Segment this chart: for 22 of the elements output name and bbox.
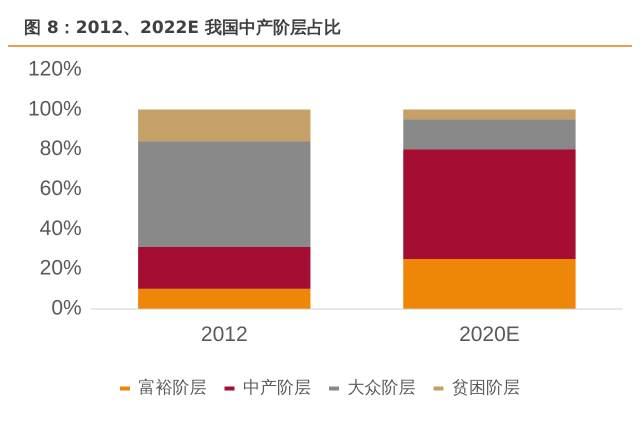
y-tick-label: 60% <box>40 176 82 200</box>
y-tick-label: 0% <box>51 296 82 320</box>
bar <box>403 258 576 309</box>
bar <box>138 141 310 248</box>
y-tick-label: 100% <box>28 97 82 120</box>
y-tick-label: 20% <box>40 256 82 280</box>
bar <box>403 149 576 259</box>
x-tick-label: 2012 <box>200 323 248 346</box>
y-tick-label: 120% <box>28 57 82 80</box>
bar <box>403 119 576 150</box>
legend-label: 富裕阶层 <box>138 378 206 398</box>
bar <box>138 109 310 142</box>
legend-label: 贫困阶层 <box>452 378 520 398</box>
y-tick-label: 40% <box>40 216 82 240</box>
x-tick-label: 2020E <box>459 323 520 346</box>
bar <box>138 247 310 289</box>
y-tick-label: 80% <box>40 137 82 160</box>
chart-title: 图 8：2012、2022E 我国中产阶层占比 <box>8 8 632 47</box>
bar <box>403 109 576 120</box>
legend-label: 中产阶层 <box>243 378 311 398</box>
bar <box>138 288 310 309</box>
legend-label: 大众阶层 <box>348 378 416 398</box>
